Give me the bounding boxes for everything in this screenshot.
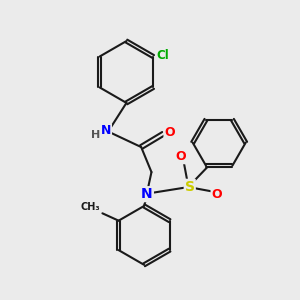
Text: H: H — [92, 130, 101, 140]
Text: O: O — [164, 126, 175, 139]
Text: CH₃: CH₃ — [80, 202, 100, 212]
Text: O: O — [212, 188, 222, 201]
Text: Cl: Cl — [156, 49, 169, 62]
Text: S: S — [185, 180, 195, 194]
Text: O: O — [176, 150, 186, 163]
Text: N: N — [100, 124, 111, 137]
Text: N: N — [141, 187, 153, 201]
